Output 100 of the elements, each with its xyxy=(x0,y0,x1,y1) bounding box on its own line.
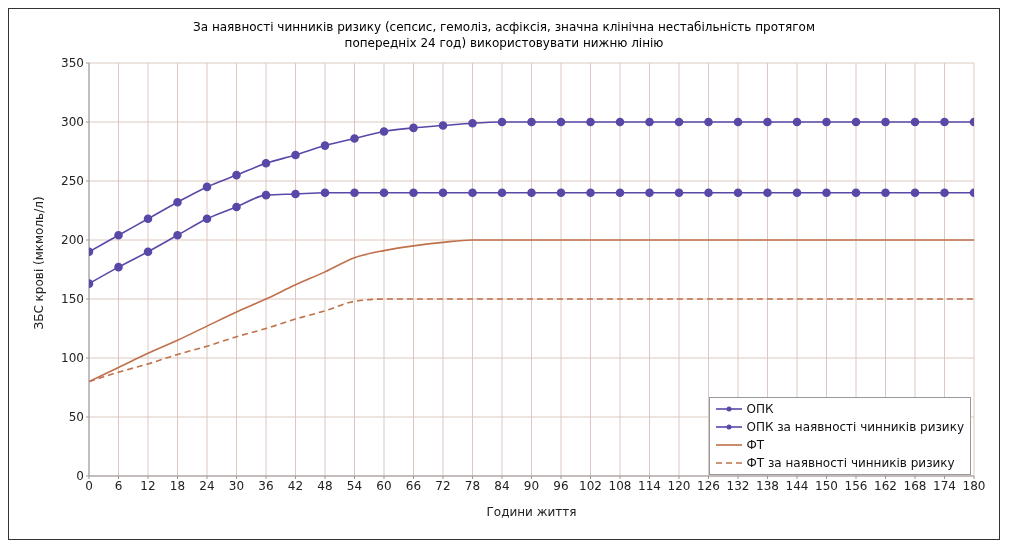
point xyxy=(645,188,654,198)
point xyxy=(615,117,625,127)
x-tick-label: 72 xyxy=(435,478,451,493)
point xyxy=(143,247,153,257)
point xyxy=(232,170,241,180)
point xyxy=(143,214,153,224)
point xyxy=(556,117,566,127)
y-tick-label: 350 xyxy=(61,56,84,71)
x-tick-label: 108 xyxy=(608,478,632,493)
point xyxy=(586,117,595,127)
point xyxy=(792,117,802,127)
x-tick-label: 30 xyxy=(228,478,245,493)
point xyxy=(704,188,713,198)
x-tick-label: 114 xyxy=(638,478,661,493)
point xyxy=(320,141,330,150)
x-tick-label: 96 xyxy=(553,478,569,493)
point xyxy=(586,188,595,198)
x-tick-label: 120 xyxy=(667,478,691,493)
point xyxy=(910,188,920,198)
point xyxy=(497,188,507,198)
point xyxy=(379,127,389,136)
point xyxy=(822,188,831,198)
point xyxy=(556,188,566,198)
x-tick-label: 12 xyxy=(140,478,156,493)
point xyxy=(261,190,271,200)
legend-label: ФТ xyxy=(746,438,765,452)
point xyxy=(291,150,300,160)
point xyxy=(468,118,477,128)
y-tick-label: 150 xyxy=(61,292,84,307)
x-tick-label: 180 xyxy=(962,478,986,493)
x-tick-label: 54 xyxy=(346,478,363,493)
x-tick-label: 6 xyxy=(114,478,123,493)
point xyxy=(232,202,241,212)
x-tick-label: 138 xyxy=(756,478,779,493)
point xyxy=(881,188,890,198)
x-tick-label: 84 xyxy=(494,478,510,493)
x-tick-label: 168 xyxy=(903,478,927,493)
point xyxy=(822,117,831,127)
point xyxy=(851,117,861,127)
point xyxy=(733,188,743,198)
x-tick-label: 162 xyxy=(874,478,897,493)
y-tick-label: 200 xyxy=(61,233,84,248)
y-axis-title: ЗБС крові (мкмоль/л) xyxy=(32,196,47,330)
point xyxy=(527,188,536,198)
x-tick-label: 66 xyxy=(405,478,422,493)
point xyxy=(202,214,212,224)
point xyxy=(350,188,359,198)
x-tick-label: 24 xyxy=(199,478,215,493)
point xyxy=(114,262,123,272)
y-tick-label: 100 xyxy=(61,351,84,366)
point xyxy=(173,197,182,207)
x-tick-label: 42 xyxy=(287,478,304,493)
point xyxy=(792,188,802,198)
point xyxy=(704,117,713,127)
point xyxy=(527,117,536,127)
point xyxy=(114,230,123,240)
x-tick-label: 90 xyxy=(523,478,540,493)
point xyxy=(438,188,448,198)
point xyxy=(615,188,625,198)
point xyxy=(763,188,772,198)
x-tick-label: 156 xyxy=(844,478,868,493)
point xyxy=(320,188,330,198)
point xyxy=(438,121,448,130)
y-tick-label: 250 xyxy=(61,174,84,189)
point xyxy=(173,230,182,240)
point xyxy=(497,117,507,127)
point xyxy=(674,188,684,198)
x-tick-label: 48 xyxy=(317,478,333,493)
legend-label: ОПК xyxy=(746,402,774,416)
point xyxy=(910,117,920,127)
point xyxy=(645,117,654,127)
x-tick-label: 126 xyxy=(697,478,720,493)
point xyxy=(851,188,861,198)
x-tick-label: 102 xyxy=(579,478,602,493)
point xyxy=(409,123,418,133)
y-tick-label: 50 xyxy=(68,410,84,425)
x-tick-label: 144 xyxy=(785,478,809,493)
point xyxy=(409,188,418,198)
x-tick-label: 174 xyxy=(933,478,956,493)
x-tick-label: 36 xyxy=(258,478,274,493)
y-tick-label: 300 xyxy=(61,115,84,130)
chart-title: За наявності чинників ризику (сепсис, гемоліз, асфіксія, значна клінічна нестабільність протягом попередніх 24 год) використовувати нижню лінію xyxy=(192,19,816,51)
point xyxy=(291,189,300,199)
point xyxy=(350,134,359,143)
point xyxy=(940,188,949,198)
x-tick-label: 78 xyxy=(464,478,481,493)
point xyxy=(940,117,949,127)
legend-label: ОПК за наявності чинників ризику xyxy=(746,420,964,434)
point xyxy=(379,188,389,198)
x-tick-label: 60 xyxy=(376,478,392,493)
point xyxy=(261,159,271,168)
point xyxy=(674,117,684,127)
x-tick-label: 18 xyxy=(169,478,186,493)
point xyxy=(202,182,212,192)
x-tick-label: 150 xyxy=(815,478,838,493)
x-tick-label: 132 xyxy=(726,478,750,493)
point xyxy=(881,117,890,127)
legend-label: ФТ за наявності чинників ризику xyxy=(746,456,955,470)
point xyxy=(468,188,477,198)
point xyxy=(763,117,772,127)
